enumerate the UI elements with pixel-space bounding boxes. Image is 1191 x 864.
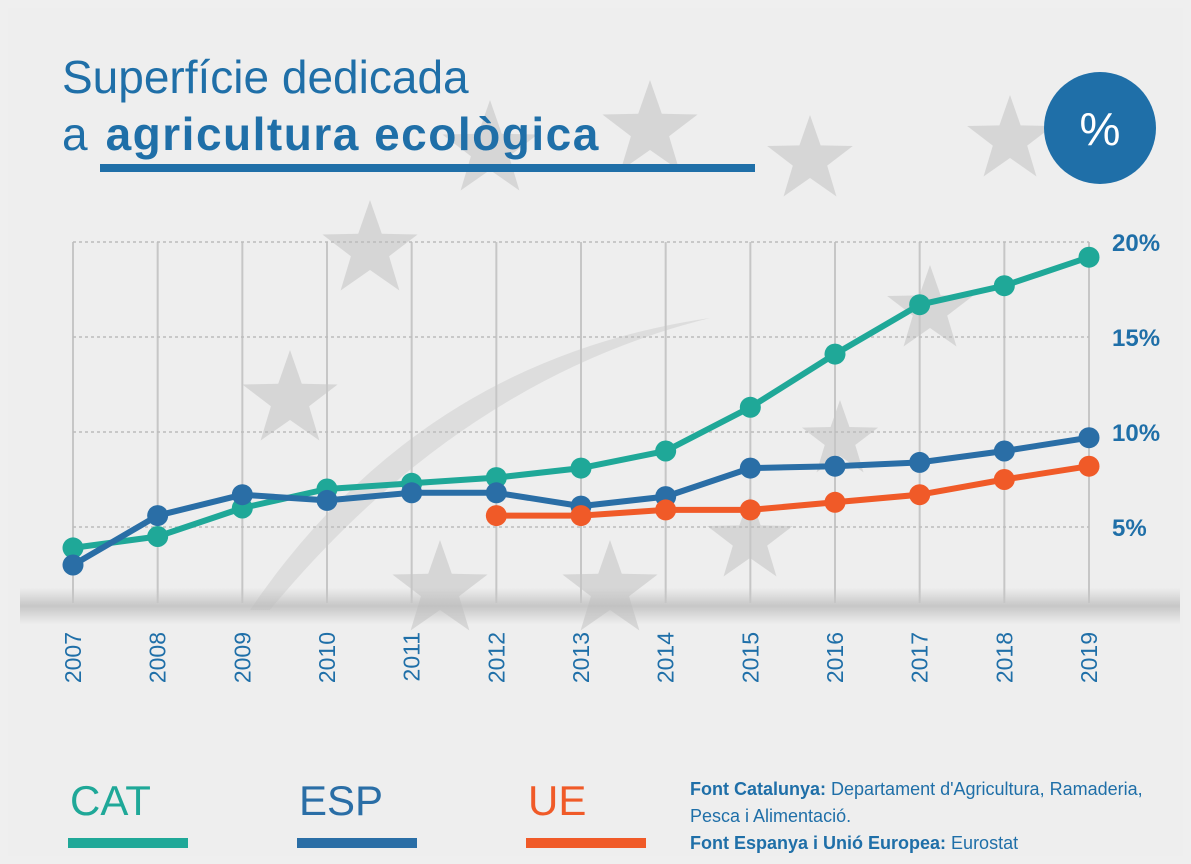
y-tick-label: 20% xyxy=(1112,230,1160,257)
x-tick-label: 2013 xyxy=(568,632,594,683)
data-point xyxy=(571,458,592,479)
legend-swatch xyxy=(526,838,646,848)
data-point xyxy=(909,452,930,473)
data-point xyxy=(994,441,1015,462)
x-tick-label: 2007 xyxy=(60,632,86,683)
source-label: Font Espanya i Unió Europea: xyxy=(690,833,946,853)
x-tick-label: 2015 xyxy=(737,632,763,683)
data-point xyxy=(401,482,422,503)
x-tick-label: 2010 xyxy=(314,632,340,683)
data-point xyxy=(740,397,761,418)
source-entry: Font Espanya i Unió Europea: Eurostat xyxy=(690,830,1160,857)
title-line1: Superfície dedicada xyxy=(62,51,469,103)
x-tick-label: 2009 xyxy=(229,632,255,683)
y-tick-label: 5% xyxy=(1112,515,1147,542)
data-point xyxy=(994,469,1015,490)
sources: Font Catalunya: Departament d'Agricultur… xyxy=(690,776,1160,857)
data-point xyxy=(655,499,676,520)
x-tick-label: 2018 xyxy=(991,632,1017,683)
source-label: Font Catalunya: xyxy=(690,779,826,799)
data-point xyxy=(909,484,930,505)
data-point xyxy=(740,458,761,479)
legend-swatch xyxy=(68,838,188,848)
source-text: Eurostat xyxy=(951,833,1018,853)
legend-swatch xyxy=(297,838,417,848)
title-emphasis: agricultura ecològica xyxy=(106,108,600,160)
data-point xyxy=(317,490,338,511)
legend-label: ESP xyxy=(299,777,383,824)
legend-label: UE xyxy=(528,777,586,824)
title-line2: a agricultura ecològica xyxy=(62,108,600,160)
data-point xyxy=(655,441,676,462)
data-point xyxy=(1079,427,1100,448)
title-prefix: a xyxy=(62,108,88,160)
data-point xyxy=(486,505,507,526)
legend-label: CAT xyxy=(70,777,151,824)
title-underline xyxy=(100,164,755,172)
data-point xyxy=(909,294,930,315)
data-point xyxy=(232,484,253,505)
data-point xyxy=(1079,456,1100,477)
data-point xyxy=(571,505,592,526)
source-entry: Font Catalunya: Departament d'Agricultur… xyxy=(690,776,1160,830)
x-tick-label: 2011 xyxy=(399,632,425,681)
data-point xyxy=(147,526,168,547)
data-point xyxy=(825,492,846,513)
unit-label: % xyxy=(1080,103,1121,155)
x-tick-label: 2017 xyxy=(907,632,933,683)
y-tick-label: 15% xyxy=(1112,325,1160,352)
y-tick-label: 10% xyxy=(1112,420,1160,447)
data-point xyxy=(1079,247,1100,268)
data-point xyxy=(147,505,168,526)
data-point xyxy=(825,456,846,477)
axis-shadow xyxy=(20,588,1180,624)
data-point xyxy=(740,499,761,520)
data-point xyxy=(63,555,84,576)
x-tick-label: 2008 xyxy=(145,632,171,683)
x-tick-label: 2016 xyxy=(822,632,848,683)
data-point xyxy=(994,275,1015,296)
data-point xyxy=(825,344,846,365)
x-tick-label: 2014 xyxy=(653,632,679,683)
x-tick-label: 2019 xyxy=(1076,632,1102,683)
x-tick-label: 2012 xyxy=(483,632,509,683)
data-point xyxy=(486,482,507,503)
chart: Superfície dedicada a agricultura ecològi… xyxy=(0,0,1191,864)
